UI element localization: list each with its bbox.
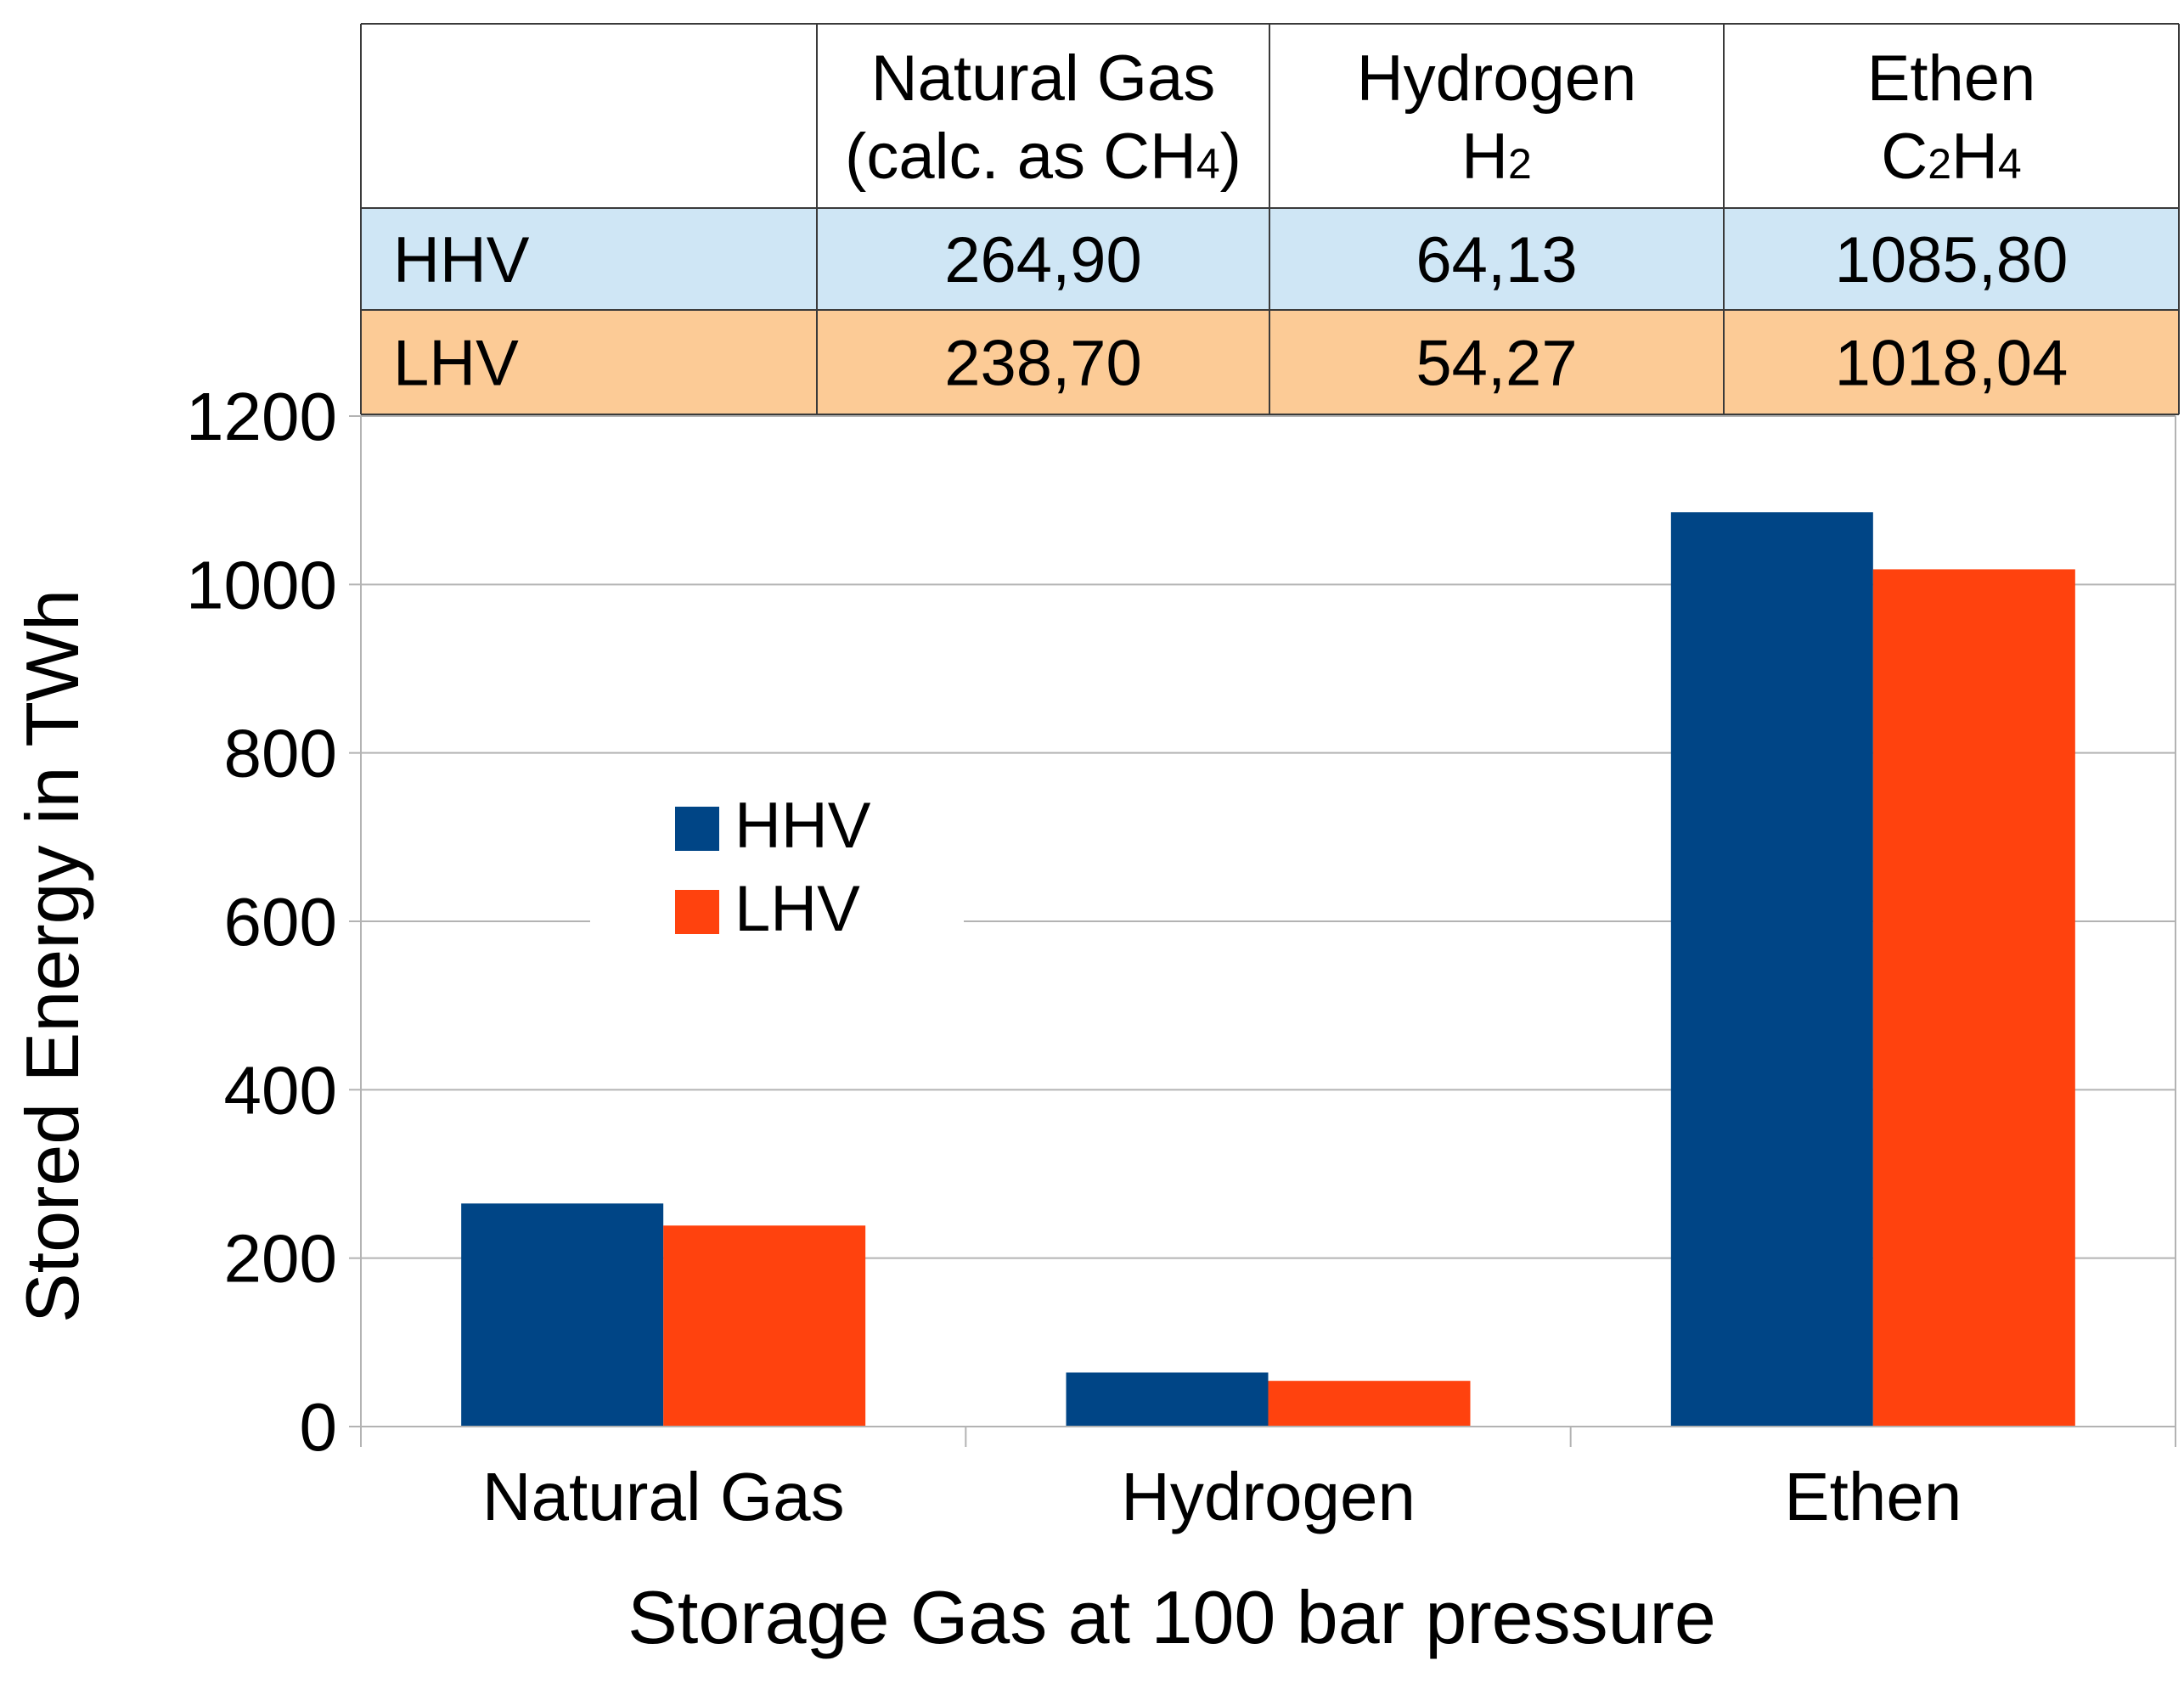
bar-hhv-natural-gas <box>461 1203 664 1427</box>
table-cell-value: 264,90 <box>944 224 1141 296</box>
y-tick-label: 1200 <box>186 379 337 454</box>
legend-label-lhv: LHV <box>735 873 860 945</box>
x-axis-title: Storage Gas at 100 bar pressure <box>628 1575 1716 1659</box>
bar-lhv-natural-gas <box>663 1225 866 1427</box>
y-axis-title: Stored Energy in TWh <box>10 589 94 1323</box>
bar-hhv-hydrogen <box>1066 1372 1269 1427</box>
legend-swatch-lhv <box>675 890 719 934</box>
y-tick-label: 1000 <box>186 547 337 622</box>
x-tick-label: Natural Gas <box>482 1459 845 1534</box>
table-header-formula: C2H4 <box>1881 121 2021 193</box>
bar-lhv-ethen <box>1872 569 2075 1427</box>
y-tick-label: 600 <box>224 884 337 960</box>
table-header-name: Ethen <box>1867 42 2036 115</box>
y-tick-label: 400 <box>224 1052 337 1128</box>
y-tick-label: 0 <box>300 1389 338 1465</box>
legend-swatch-hhv <box>675 807 719 851</box>
bars <box>461 512 2075 1427</box>
x-tick-label: Hydrogen <box>1121 1459 1416 1534</box>
table-row-label: LHV <box>393 328 519 400</box>
legend-label-hhv: HHV <box>735 790 871 862</box>
axes: 0 200 400 600 800 1000 1200 Natural Gas Hydrogen… <box>186 379 2176 1534</box>
bar-lhv-hydrogen <box>1268 1381 1471 1427</box>
table-header-name: Natural Gas <box>871 42 1216 115</box>
table-cell-value: 1018,04 <box>1835 328 2069 400</box>
table-cell-value: 1085,80 <box>1835 224 2069 296</box>
table-row-label: HHV <box>393 224 530 296</box>
x-tick-label: Ethen <box>1784 1459 1962 1534</box>
table-cell-value: 54,27 <box>1416 328 1577 400</box>
legend-box <box>590 768 964 955</box>
y-tick-label: 800 <box>224 716 337 791</box>
legend: HHV LHV <box>590 768 964 955</box>
y-tick-label: 200 <box>224 1221 337 1297</box>
table-header-formula: H2 <box>1461 121 1532 193</box>
table-header-name: Hydrogen <box>1357 42 1637 115</box>
table-cell-value: 238,70 <box>944 328 1141 400</box>
table-header-formula: (calc. as CH4) <box>845 121 1241 193</box>
table-cell-value: 64,13 <box>1416 224 1577 296</box>
bar-hhv-ethen <box>1670 512 1873 1427</box>
